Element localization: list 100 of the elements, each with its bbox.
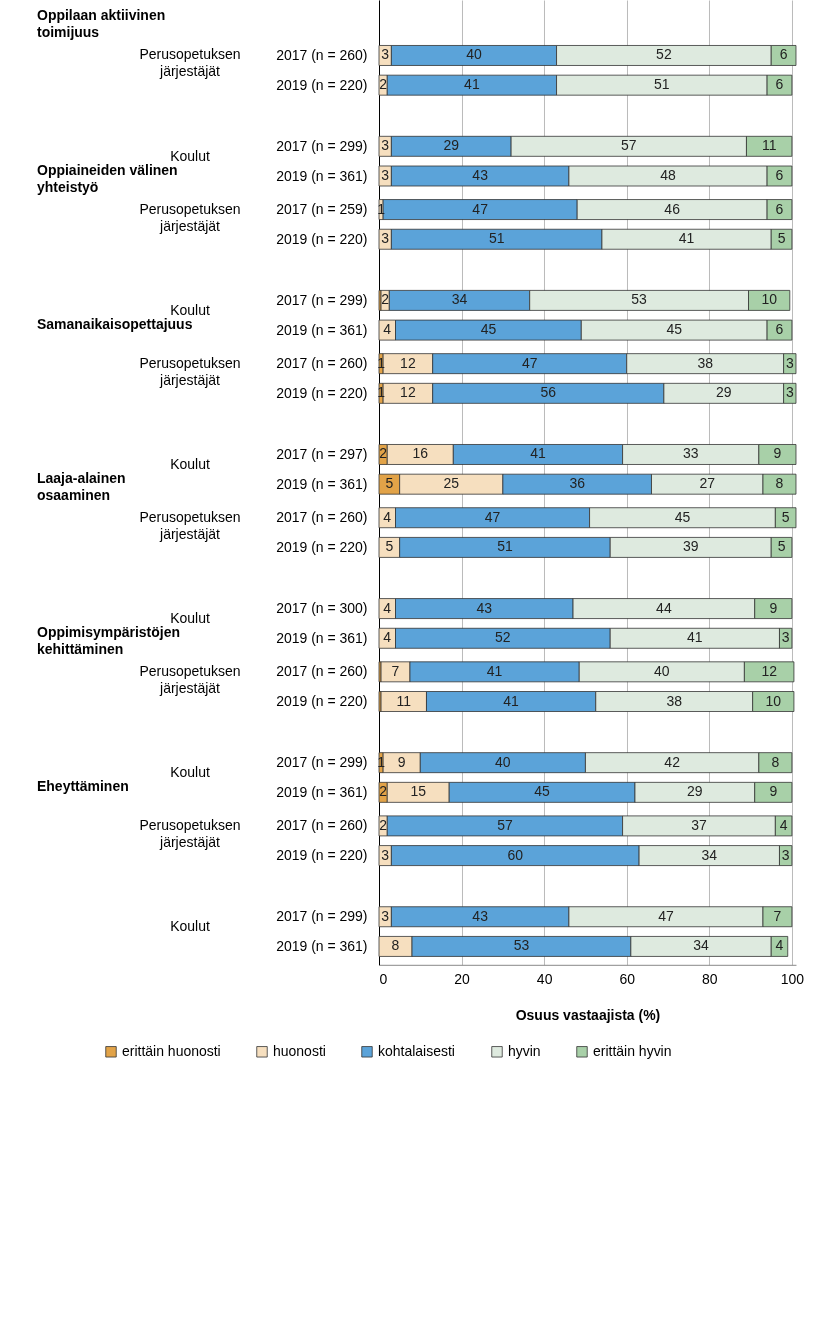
data-label: 3 xyxy=(381,46,390,63)
data-label: 7 xyxy=(773,907,782,924)
text: Perusopetuksen järjestäjät xyxy=(139,46,241,80)
y-tick-label: 2019 (n = 220) xyxy=(276,76,368,93)
data-label: 9 xyxy=(769,599,778,616)
data-label: 43 xyxy=(472,907,489,924)
data-label: 46 xyxy=(664,200,681,217)
data-label: 3 xyxy=(785,354,794,371)
data-label: 3 xyxy=(785,384,794,401)
legend-label: erittäin hyvin xyxy=(593,1042,672,1059)
text: Koulut xyxy=(170,455,210,472)
y-tick-label: 2019 (n = 361) xyxy=(276,167,368,184)
data-label: 34 xyxy=(451,291,468,308)
data-label: 7 xyxy=(391,662,400,679)
data-label: 51 xyxy=(654,76,670,93)
data-label: 12 xyxy=(400,384,416,401)
data-label: 3 xyxy=(381,846,390,863)
data-label: 4 xyxy=(383,629,392,646)
legend-label: erittäin huonosti xyxy=(122,1042,221,1059)
data-label: 56 xyxy=(540,384,557,401)
legend-label: hyvin xyxy=(508,1042,541,1059)
data-label: 40 xyxy=(654,662,670,679)
data-label: 57 xyxy=(621,137,637,154)
data-label: 44 xyxy=(656,599,672,616)
data-label: 41 xyxy=(530,445,546,462)
text: Oppiaineiden välinen yhteistyö xyxy=(37,161,178,195)
data-label: 47 xyxy=(521,354,538,371)
data-label: 4 xyxy=(383,321,392,338)
text: Perusopetuksen järjestäjät xyxy=(139,508,241,542)
y-tick-label: 2019 (n = 361) xyxy=(276,937,368,954)
y-tick-label: 2017 (n = 300) xyxy=(276,600,368,617)
data-label: 41 xyxy=(678,230,695,247)
text: Oppimisympäristöjen kehittäminen xyxy=(37,623,180,657)
data-label: 9 xyxy=(769,783,778,800)
data-label: 29 xyxy=(687,783,703,800)
data-label: 4 xyxy=(775,937,784,954)
data-label: 38 xyxy=(666,692,683,709)
data-label: 41 xyxy=(464,76,480,93)
data-label: 8 xyxy=(391,937,400,954)
x-axis-title: Osuus vastaajista (%) xyxy=(515,1007,661,1024)
data-label: 40 xyxy=(466,46,482,63)
y-tick-label: 2017 (n = 299) xyxy=(276,291,368,308)
x-tick-label: 80 xyxy=(702,971,718,988)
data-label: 52 xyxy=(495,629,511,646)
text: Laaja-alainen osaaminen xyxy=(37,469,126,503)
data-label: 12 xyxy=(400,354,416,371)
data-label: 34 xyxy=(693,937,710,954)
x-tick-label: 40 xyxy=(536,971,553,988)
data-label: 6 xyxy=(779,46,788,63)
data-label: 5 xyxy=(777,538,786,555)
data-label: 3 xyxy=(781,629,790,646)
text: Perusopetuksen järjestäjät xyxy=(139,816,241,850)
data-label: 2 xyxy=(379,783,388,800)
y-tick-label: 2017 (n = 260) xyxy=(276,817,368,834)
data-label: 2 xyxy=(379,816,388,833)
data-label: 43 xyxy=(476,599,493,616)
text: Oppilaan aktiivinen toimijuus xyxy=(37,7,166,41)
data-label: 5 xyxy=(781,508,790,525)
text: Perusopetuksen järjestäjät xyxy=(139,662,241,696)
y-tick-label: 2019 (n = 361) xyxy=(276,629,368,646)
data-label: 47 xyxy=(658,907,674,924)
legend-label: kohtalaisesti xyxy=(378,1042,455,1059)
data-label: 42 xyxy=(664,753,681,770)
data-label: 12 xyxy=(761,662,778,679)
y-tick-label: 2017 (n = 299) xyxy=(276,908,368,925)
data-label: 8 xyxy=(775,475,784,492)
data-label: 29 xyxy=(443,137,460,154)
y-tick-label: 2019 (n = 361) xyxy=(276,783,368,800)
data-label: 11 xyxy=(396,692,412,709)
data-label: 4 xyxy=(779,816,788,833)
data-label: 4 xyxy=(383,599,392,616)
data-label: 3 xyxy=(381,230,390,247)
y-tick-label: 2017 (n = 259) xyxy=(276,201,368,218)
data-label: 34 xyxy=(701,846,718,863)
data-label: 45 xyxy=(534,783,551,800)
text: Eheyttäminen xyxy=(37,777,129,794)
data-label: 36 xyxy=(569,475,586,492)
text: Koulut xyxy=(170,609,210,626)
data-label: 41 xyxy=(687,629,703,646)
data-label: 11 xyxy=(761,137,777,154)
data-label: 39 xyxy=(682,538,699,555)
y-tick-label: 2017 (n = 260) xyxy=(276,355,368,372)
data-label: 4 xyxy=(383,508,392,525)
y-tick-label: 2019 (n = 361) xyxy=(276,475,368,492)
data-label: 60 xyxy=(507,846,524,863)
data-label: 2 xyxy=(379,445,388,462)
text: Perusopetuksen järjestäjät xyxy=(139,354,241,388)
data-label: 45 xyxy=(480,321,497,338)
data-label: 9 xyxy=(397,753,406,770)
data-label: 45 xyxy=(674,508,691,525)
y-tick-label: 2019 (n = 220) xyxy=(276,693,368,709)
data-label: 15 xyxy=(410,783,427,800)
x-tick-label: 100 xyxy=(780,971,805,988)
data-label: 10 xyxy=(761,291,778,308)
data-label: 45 xyxy=(666,321,683,338)
y-tick-label: 2019 (n = 220) xyxy=(276,538,368,555)
data-label: 3 xyxy=(781,846,790,863)
data-label: 5 xyxy=(385,538,394,555)
x-tick-label: 60 xyxy=(619,971,636,988)
data-label: 52 xyxy=(656,46,672,63)
